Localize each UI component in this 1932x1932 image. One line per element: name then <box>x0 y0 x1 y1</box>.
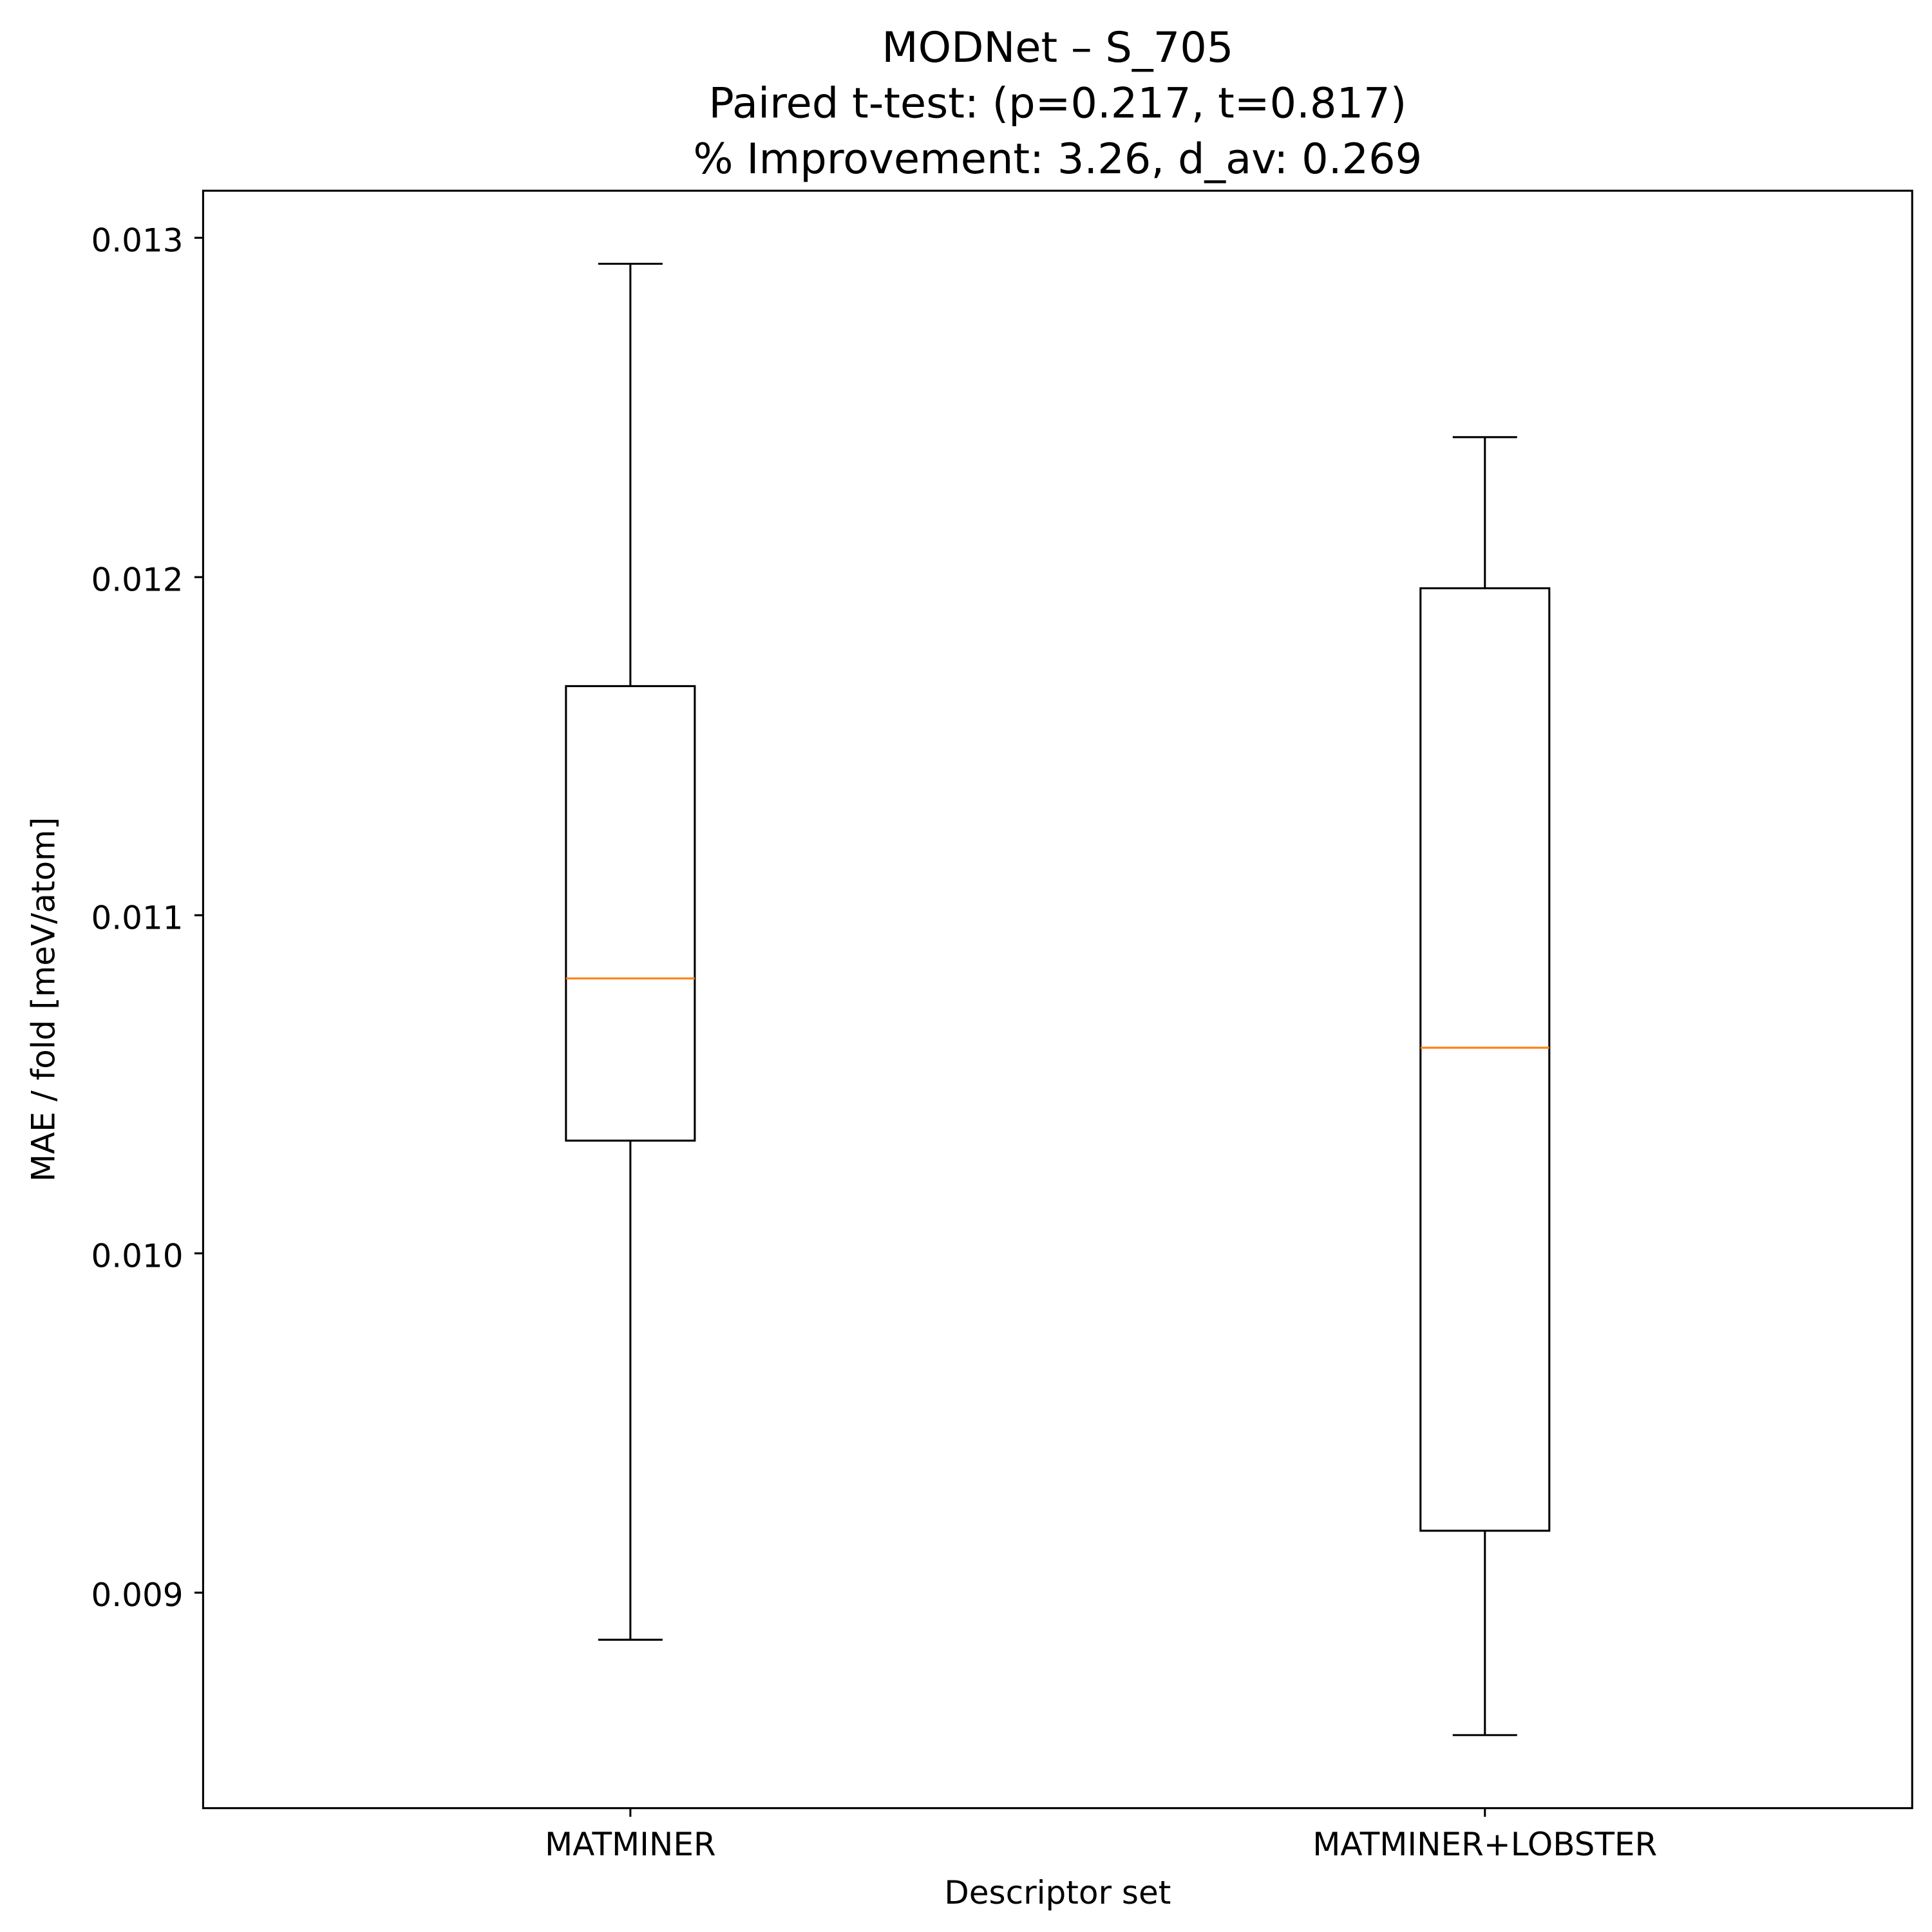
box-matminer <box>565 263 696 1641</box>
x-tick-label: MATMINER <box>545 1826 716 1863</box>
x-tick-label: MATMINER+LOBSTER <box>1312 1826 1657 1863</box>
chart-subtitle-improvement: % Improvement: 3.26, d_av: 0.269 <box>693 135 1422 184</box>
plot-area <box>202 189 1913 1810</box>
y-axis: 0.013 0.012 0.011 0.010 0.009 <box>91 222 204 1614</box>
y-tick-label: 0.013 <box>91 222 183 259</box>
y-tick-label: 0.011 <box>91 899 183 936</box>
box-matminer-lobster <box>1419 436 1551 1736</box>
x-axis: MATMINER MATMINER+LOBSTER <box>545 1808 1657 1863</box>
y-tick-label: 0.010 <box>91 1237 183 1274</box>
x-axis-label: Descriptor set <box>944 1874 1171 1911</box>
y-axis-label: MAE / fold [meV/atom] <box>25 817 62 1182</box>
iqr-box <box>1419 587 1551 1532</box>
y-tick-label: 0.009 <box>91 1577 183 1614</box>
chart-title: MODNet – S_705 <box>882 23 1233 72</box>
iqr-box <box>565 685 696 1142</box>
y-tick-label: 0.012 <box>91 561 183 598</box>
chart-subtitle-ttest: Paired t-test: (p=0.217, t=0.817) <box>708 79 1406 128</box>
